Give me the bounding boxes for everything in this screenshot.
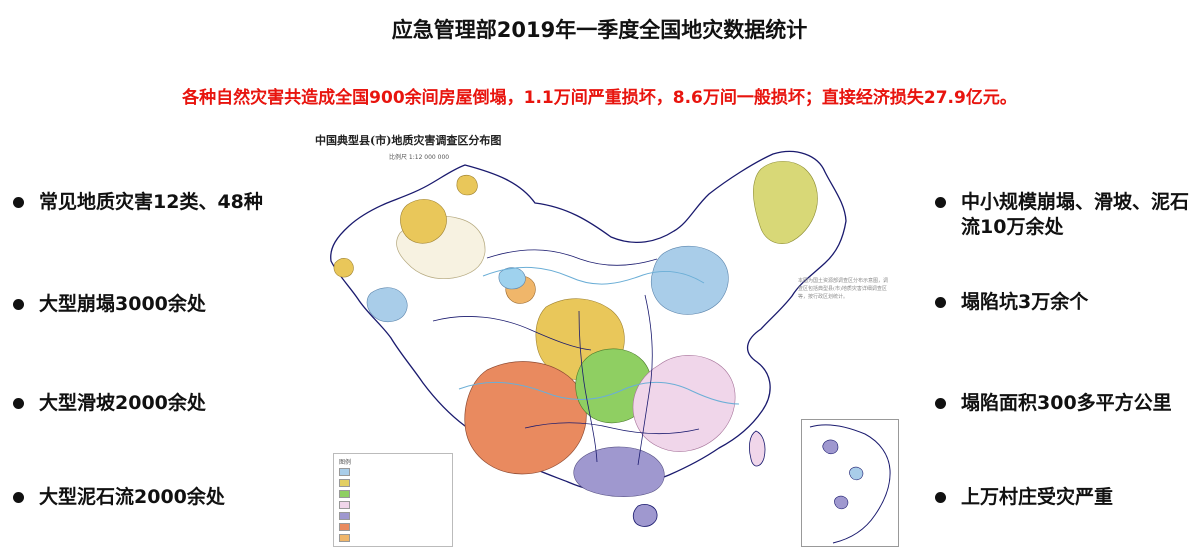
bullet-dot	[13, 398, 24, 409]
region-south-purple	[573, 446, 665, 497]
right-point-2: 塌陷坑3万余个	[935, 290, 1195, 315]
legend-swatch	[339, 522, 350, 531]
left-point-4: 大型泥石流2000余处	[13, 485, 225, 510]
region-xinjiang-yellow-c	[333, 258, 354, 278]
region-southwest-orange	[464, 361, 587, 475]
bullet-dot	[13, 197, 24, 208]
region-xinjiang-yellow-b	[456, 174, 478, 196]
legend-swatch	[339, 478, 350, 487]
bullet-dot	[935, 297, 946, 308]
legend-swatch	[339, 533, 350, 542]
region-tibet-blue	[366, 287, 408, 323]
bullet-dot	[13, 299, 24, 310]
map-legend-item-5	[339, 510, 447, 521]
province-border-west	[432, 316, 592, 351]
map-legend-item-6	[339, 521, 447, 532]
taiwan-island	[749, 430, 766, 467]
left-point-2-text: 大型崩塌3000余处	[39, 293, 206, 315]
south-china-sea-inset-graphic	[809, 424, 891, 544]
region-east-pink	[632, 355, 736, 452]
yangtze-river	[458, 381, 740, 405]
map-legend: 图例	[333, 453, 453, 547]
legend-swatch	[339, 511, 350, 520]
inset-island-b	[849, 466, 864, 481]
map-legend-item-3	[339, 488, 447, 499]
south-china-sea-inset	[801, 419, 899, 547]
legend-swatch	[339, 500, 350, 509]
right-point-4: 上万村庄受灾严重	[935, 485, 1195, 510]
bullet-dot	[935, 398, 946, 409]
right-point-2-text: 塌陷坑3万余个	[961, 291, 1089, 313]
hainan-island	[632, 504, 658, 527]
province-border-east	[637, 294, 653, 466]
page-title: 应急管理部2019年一季度全国地灾数据统计	[391, 18, 808, 42]
region-central-green	[575, 348, 652, 424]
left-point-3: 大型滑坡2000余处	[13, 391, 206, 416]
legend-swatch	[339, 489, 350, 498]
map-legend-item-2	[339, 477, 447, 488]
province-border-middle	[578, 310, 598, 463]
map-legend-item-4	[339, 499, 447, 510]
right-point-4-text: 上万村庄受灾严重	[961, 486, 1114, 508]
map-note: 本图为国土资源部调查区分布示意图，调查区包括典型县(市)地质灾害详细调查区等，按…	[798, 278, 889, 300]
map-legend-item-1	[339, 466, 447, 477]
map-title: 中国典型县(市)地质灾害调查区分布图	[315, 134, 502, 147]
region-xinjiang-yellow-a	[400, 199, 447, 244]
left-point-1-text: 常见地质灾害12类、48种	[39, 191, 263, 213]
right-point-3-text: 塌陷面积300多平方公里	[961, 392, 1172, 414]
right-point-1-text: 中小规模崩塌、滑坡、泥石流10万余处	[961, 191, 1190, 238]
province-border-north	[486, 249, 658, 266]
qinghai-lake	[498, 267, 526, 290]
map-legend-item-7	[339, 532, 447, 543]
left-point-3-text: 大型滑坡2000余处	[39, 392, 206, 414]
region-northeast-yellow	[753, 161, 818, 244]
inset-island-c	[834, 495, 849, 510]
bullet-dot	[935, 197, 946, 208]
yellow-river	[482, 266, 705, 285]
left-point-1: 常见地质灾害12类、48种	[13, 190, 263, 215]
right-point-1: 中小规模崩塌、滑坡、泥石流10万余处	[935, 190, 1195, 239]
map-legend-heading: 图例	[339, 459, 352, 466]
bullet-dot	[13, 492, 24, 503]
inset-coast	[809, 424, 891, 544]
subtitle-summary: 各种自然灾害共造成全国900余间房屋倒塌，1.1万间严重损坏，8.6万间一般损坏…	[182, 88, 1017, 108]
left-point-2: 大型崩塌3000余处	[13, 292, 206, 317]
province-border-south	[524, 422, 700, 435]
map-graphic	[330, 150, 847, 527]
map-scale: 比例尺 1:12 000 000	[389, 154, 450, 161]
legend-swatch	[339, 467, 350, 476]
china-geological-disaster-map: 中国典型县(市)地质灾害调查区分布图 比例尺 1:12 000 000 图例 本…	[305, 125, 900, 550]
region-north-blue	[651, 245, 729, 315]
bullet-dot	[935, 492, 946, 503]
inset-island-a	[822, 439, 839, 455]
left-point-4-text: 大型泥石流2000余处	[39, 486, 225, 508]
right-point-3: 塌陷面积300多平方公里	[935, 391, 1195, 416]
